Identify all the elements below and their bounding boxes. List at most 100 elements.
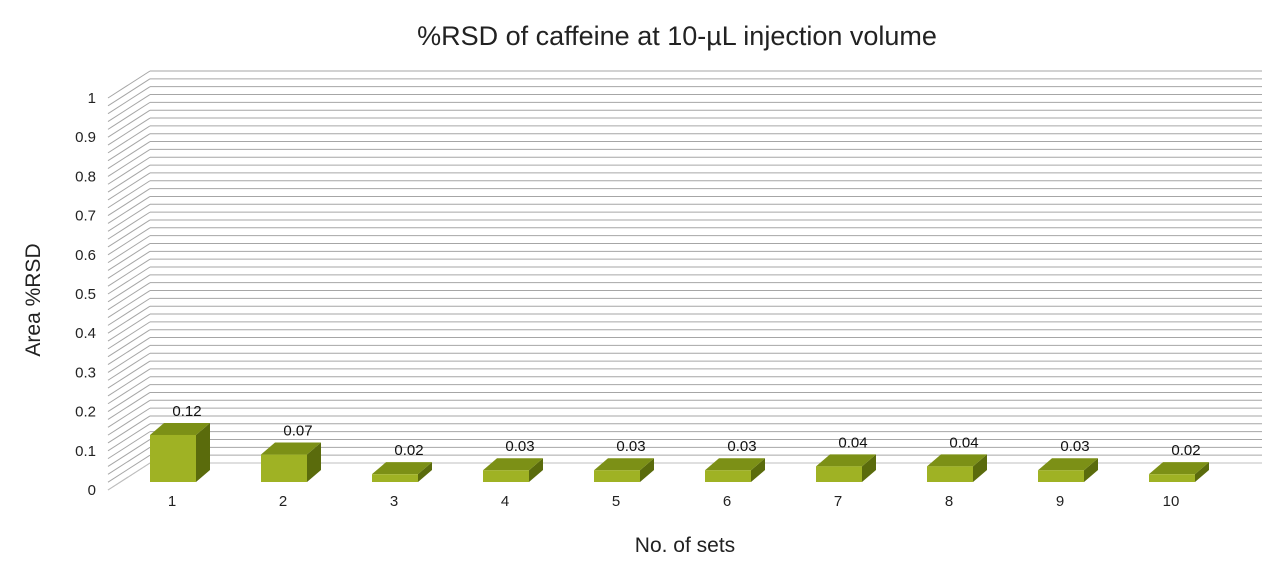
gridline-side [107, 446, 151, 475]
gridline-side [107, 243, 151, 271]
data-label: 0.04 [949, 434, 978, 451]
gridline-side [107, 78, 151, 107]
data-label: 0.03 [505, 438, 534, 455]
data-label: 0.02 [394, 442, 423, 459]
bar-top [927, 454, 987, 467]
x-tick-label: 1 [168, 493, 176, 510]
gridline-side [107, 180, 151, 209]
gridline-side [107, 125, 151, 154]
gridline-side [107, 94, 151, 122]
bar-front [1149, 474, 1195, 482]
gridline-side [107, 211, 151, 240]
x-tick-label: 9 [1056, 493, 1064, 510]
gridline-side [107, 321, 151, 350]
gridline-side [107, 329, 151, 358]
bar-side [973, 454, 987, 482]
y-tick-label: 0.8 [75, 168, 96, 185]
x-axis-ticks: 1 2 3 4 5 6 7 8 9 10 [168, 493, 1180, 510]
bar-top [1038, 458, 1098, 471]
gridline-side [107, 101, 151, 130]
gridline-side [107, 86, 151, 115]
gridline-side [107, 415, 151, 444]
y-tick-label: 0.1 [75, 443, 96, 460]
gridline-side [107, 188, 151, 217]
bar-front [261, 454, 307, 482]
gridline-side [107, 337, 151, 365]
y-axis-label: Area %RSD [22, 243, 45, 356]
gridline-side [107, 454, 151, 483]
data-label: 0.12 [172, 403, 201, 420]
gridline-side [107, 290, 151, 318]
gridline-side [107, 344, 151, 373]
gridline-side [107, 313, 151, 342]
bar-front [927, 466, 973, 482]
gridline-side [107, 117, 151, 146]
bars: 0.12 0.07 0.02 0.03 0.03 0.03 0.04 0.04 0.03 0.02 [150, 403, 1209, 482]
data-label: 0.03 [616, 438, 645, 455]
bar-top [816, 454, 876, 467]
gridline-side [107, 423, 151, 452]
gridline-side [107, 203, 151, 232]
bar-top [150, 422, 210, 435]
bar [1149, 462, 1209, 482]
gridline-side [107, 376, 151, 405]
y-tick-label: 0.2 [75, 404, 96, 421]
bar-top [261, 442, 321, 455]
x-tick-label: 10 [1163, 493, 1180, 510]
bar [705, 458, 765, 482]
floor-edge [107, 462, 151, 491]
gridline-side [107, 360, 151, 389]
x-tick-label: 7 [834, 493, 842, 510]
gridline-side [107, 305, 151, 334]
gridline-side [107, 70, 151, 99]
bar-top [1149, 462, 1209, 475]
y-axis-ticks: 0 0.1 0.2 0.3 0.4 0.5 0.6 0.7 0.8 0.9 1 [75, 90, 96, 499]
gridline-side [107, 172, 151, 201]
bar [150, 422, 210, 482]
bar-top [372, 462, 432, 475]
gridline-side [107, 368, 151, 397]
gridline-side [107, 141, 151, 169]
gridline-side [107, 227, 151, 256]
gridlines [107, 70, 1262, 491]
bar-front [483, 470, 529, 482]
y-tick-label: 0.7 [75, 208, 96, 225]
x-tick-label: 6 [723, 493, 731, 510]
bar-side [1195, 462, 1209, 482]
gridline-side [107, 133, 151, 162]
gridline-side [107, 196, 151, 224]
bar [594, 458, 654, 482]
gridline-side [107, 352, 151, 381]
gridline-side [107, 219, 151, 248]
bar-side [751, 458, 765, 482]
bar [483, 458, 543, 482]
x-tick-label: 4 [501, 493, 509, 510]
bar-top [705, 458, 765, 471]
gridline-side [107, 148, 151, 177]
gridline-side [107, 392, 151, 420]
bar [1038, 458, 1098, 482]
gridline-side [107, 156, 151, 185]
gridline-side [107, 431, 151, 460]
bar-side [196, 422, 210, 482]
y-tick-label: 1 [88, 90, 96, 107]
x-axis-label: No. of sets [635, 534, 735, 557]
gridline-side [107, 250, 151, 279]
bar-side [640, 458, 654, 482]
bar-front [705, 470, 751, 482]
x-tick-label: 3 [390, 493, 398, 510]
y-tick-label: 0.3 [75, 364, 96, 381]
bar [261, 442, 321, 482]
gridline-side [107, 439, 151, 467]
bar-side [418, 462, 432, 482]
bar-side [529, 458, 543, 482]
chart-title: %RSD of caffeine at 10-µL injection volu… [417, 21, 937, 51]
data-label: 0.03 [1060, 438, 1089, 455]
bar-front [150, 434, 196, 482]
x-tick-label: 2 [279, 493, 287, 510]
bar-front [816, 466, 862, 482]
gridline-side [107, 297, 151, 326]
gridline-side [107, 266, 151, 295]
data-label: 0.02 [1171, 442, 1200, 459]
y-tick-label: 0.9 [75, 129, 96, 146]
